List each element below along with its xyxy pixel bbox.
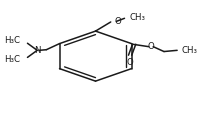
Text: CH₃: CH₃ bbox=[128, 13, 144, 22]
Text: O: O bbox=[114, 17, 121, 26]
Text: H₃C: H₃C bbox=[5, 55, 20, 64]
Text: N: N bbox=[34, 46, 40, 55]
Text: H₃C: H₃C bbox=[5, 36, 20, 45]
Text: CH₃: CH₃ bbox=[181, 46, 197, 55]
Text: O: O bbox=[147, 42, 153, 51]
Text: O: O bbox=[126, 58, 133, 67]
